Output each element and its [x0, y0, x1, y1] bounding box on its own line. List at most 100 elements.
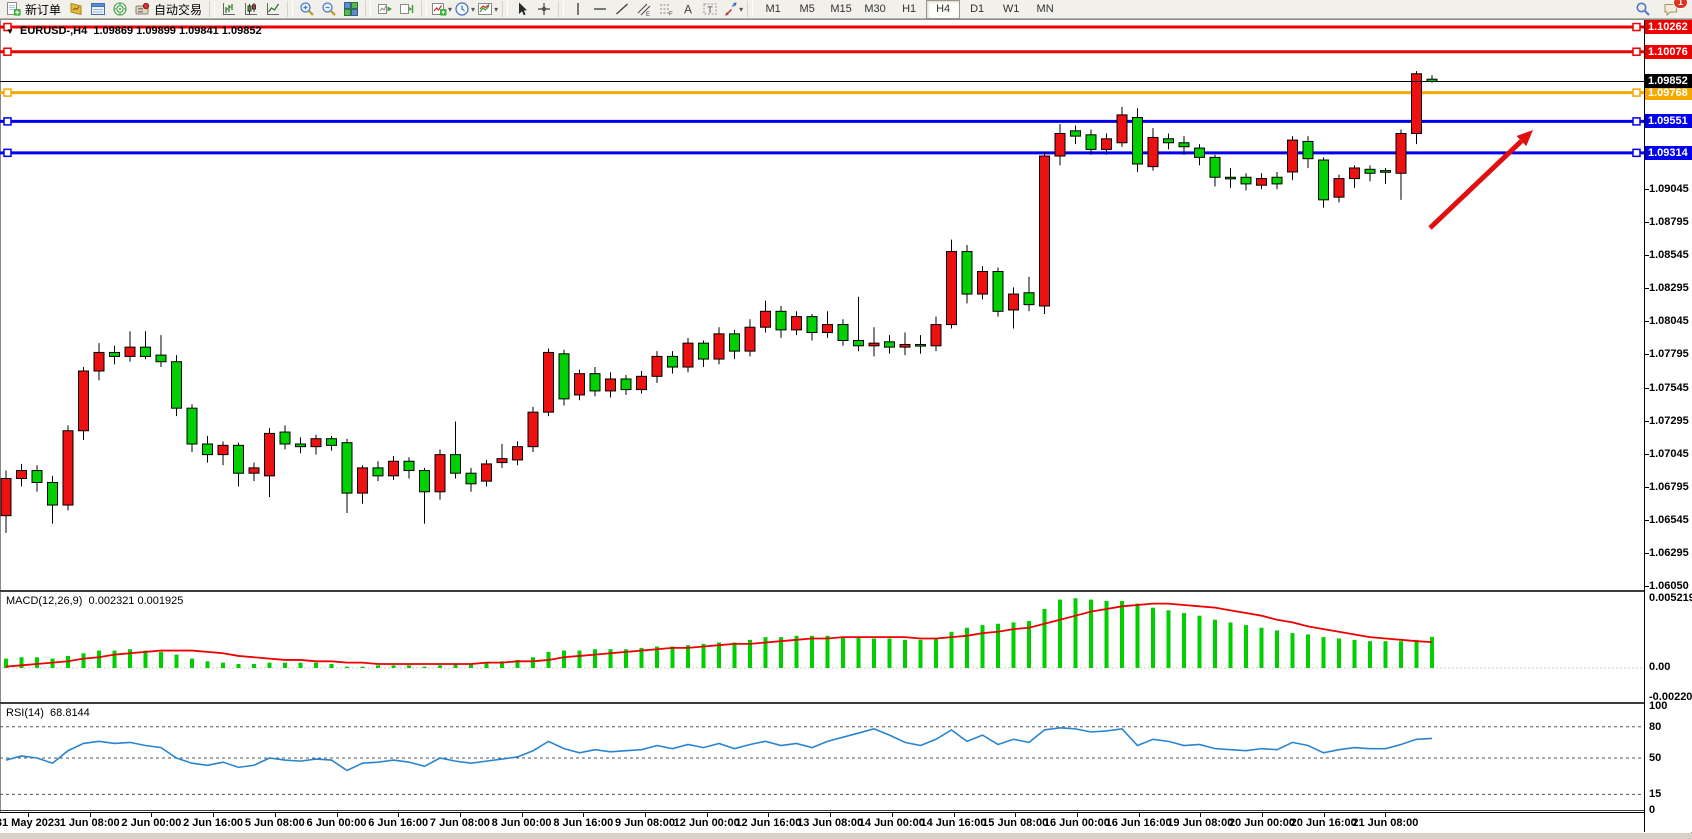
candle-11	[171, 355, 182, 417]
panel-separator[interactable]	[0, 702, 1692, 704]
timeframe-W1[interactable]: W1	[1002, 3, 1020, 15]
candle-14	[217, 441, 229, 466]
data-window-button[interactable]	[87, 0, 109, 18]
timeframe-MN[interactable]: MN	[1036, 3, 1054, 15]
arrow-annotation[interactable]	[1428, 130, 1533, 230]
macd-hist-bar	[391, 665, 396, 668]
text-label-button[interactable]: T	[699, 0, 721, 18]
candle-75	[1163, 133, 1174, 150]
trendline-button[interactable]	[611, 0, 633, 18]
macd-hist-bar	[701, 643, 706, 668]
macd-hist-bar	[1197, 615, 1202, 668]
macd-hist-bar	[918, 639, 923, 668]
time-label: 5 Jun 08:00	[244, 817, 305, 829]
timeframe-M30[interactable]: M30	[864, 3, 886, 15]
price-badge-1.09551: 1.09551	[1645, 114, 1692, 129]
candlestick-chart-button[interactable]	[240, 0, 262, 18]
timeframe-D1[interactable]: D1	[970, 3, 985, 15]
autotrading-button[interactable]	[131, 0, 153, 18]
candle-57	[884, 335, 895, 354]
candle-70	[1085, 129, 1097, 155]
macd-panel-canvas[interactable]	[0, 592, 1644, 702]
candle-26	[403, 457, 415, 479]
time-label: 20 Jun 16:00	[1290, 817, 1357, 829]
equidistant-channel-button[interactable]: E	[633, 0, 655, 18]
periods-button[interactable]: ▾	[453, 0, 476, 18]
new-order-label[interactable]: 新订单	[25, 2, 62, 17]
arrows-button[interactable]: ▾	[721, 0, 744, 18]
search-button[interactable]	[1632, 0, 1654, 18]
price-chart-canvas[interactable]	[0, 20, 1644, 590]
candle-53	[822, 311, 833, 338]
price-tick: 1.06545	[1649, 514, 1689, 527]
macd-hist-bar	[112, 650, 117, 668]
rsi-axis-label: 50	[1649, 752, 1662, 764]
macd-hist-bar	[1182, 613, 1186, 668]
navigator-button[interactable]	[109, 0, 131, 18]
auto-scroll-button[interactable]	[374, 0, 396, 18]
macd-hist-bar	[174, 654, 179, 668]
macd-hist-bar	[949, 631, 954, 668]
market-watch-button[interactable]	[65, 0, 87, 18]
candle-90	[1395, 129, 1407, 200]
candle-65	[1008, 287, 1019, 329]
new-order-button[interactable]	[2, 0, 24, 18]
crosshair-button[interactable]	[533, 0, 555, 18]
bar-chart-button[interactable]	[218, 0, 240, 18]
hline-1.09551[interactable]	[0, 117, 1644, 126]
time-label: 31 May 2023	[0, 817, 61, 829]
price-badge-1.10262: 1.10262	[1645, 20, 1692, 35]
horizontal-line-button[interactable]	[589, 0, 611, 18]
macd-hist-bar	[1352, 639, 1357, 668]
price-badge-1.10076: 1.10076	[1645, 44, 1692, 59]
indicators-button[interactable]: ▾	[430, 0, 453, 18]
timeframe-M5[interactable]: M5	[799, 3, 815, 15]
cursor-button[interactable]	[511, 0, 533, 18]
panel-separator[interactable]	[0, 590, 1692, 592]
timeframe-M15[interactable]: M15	[830, 3, 852, 15]
macd-hist-bar	[531, 657, 535, 668]
macd-hist-bar	[810, 635, 814, 668]
toolbar-separator	[209, 1, 216, 17]
auto-scroll-icon	[378, 4, 393, 14]
templates-button[interactable]: ▾	[476, 0, 499, 18]
vertical-line-button[interactable]	[567, 0, 589, 18]
candle-33	[512, 441, 523, 466]
candle-79	[1225, 167, 1236, 188]
candle-78	[1209, 154, 1221, 187]
notifications-button[interactable]: 1	[1660, 0, 1688, 18]
timeframe-H1[interactable]: H1	[902, 3, 917, 15]
tile-windows-button[interactable]	[340, 0, 362, 18]
candle-43	[667, 351, 678, 374]
search-icon	[1636, 2, 1650, 16]
price-axis[interactable]: 1.100451.090451.087951.085451.082951.080…	[1644, 20, 1692, 832]
zoom-in-button[interactable]	[296, 0, 318, 18]
hline-1.09314[interactable]	[0, 148, 1644, 158]
zoom-out-button[interactable]	[318, 0, 340, 18]
autotrading-label[interactable]: 自动交易	[154, 2, 203, 17]
chart-shift-button[interactable]	[396, 0, 418, 18]
candle-83	[1287, 136, 1298, 180]
timeframe-H4[interactable]: H4	[926, 0, 961, 19]
time-axis[interactable]: 31 May 2023 1 Jun 08:00 2 Jun 00:00 2 Jun 1…	[0, 812, 1644, 833]
candle-62	[961, 244, 973, 304]
macd-signal-value: 0.001925	[137, 595, 184, 607]
hline-1.09768[interactable]	[0, 88, 1644, 97]
candle-31	[481, 459, 492, 487]
line-chart-button[interactable]	[262, 0, 284, 18]
notification-count-badge: 1	[1672, 0, 1688, 9]
timeframe-M1[interactable]: M1	[765, 3, 781, 15]
macd-hist-bar	[1120, 600, 1124, 668]
candle-73	[1132, 108, 1143, 172]
text-button[interactable]: A	[677, 0, 699, 18]
vertical-line-icon	[577, 3, 579, 15]
candle-54	[837, 319, 849, 346]
fibonacci-button[interactable]: F	[655, 0, 677, 18]
time-label: 19 Jun 08:00	[1167, 817, 1234, 829]
time-label: 14 Jun 00:00	[858, 817, 925, 829]
candle-9	[140, 331, 151, 360]
rsi-panel-canvas[interactable]	[0, 704, 1644, 810]
hline-1.10076[interactable]	[0, 47, 1644, 56]
candle-66	[1023, 276, 1035, 312]
hline-1.10262[interactable]	[0, 22, 1644, 32]
